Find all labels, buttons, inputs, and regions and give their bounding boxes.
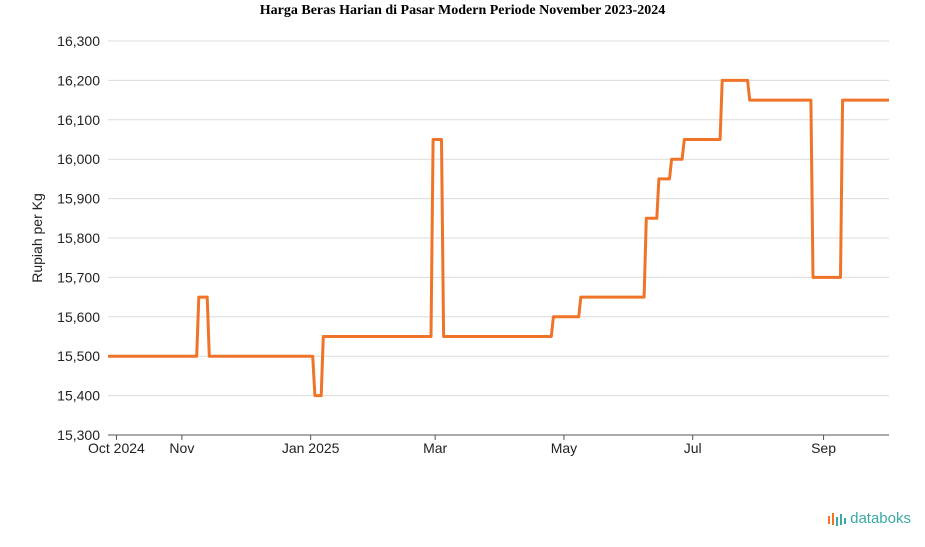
y-tick-label: 15,800 <box>57 230 100 246</box>
y-tick-label: 15,300 <box>57 427 100 443</box>
series-line <box>108 78 889 398</box>
bar-pulse-icon <box>828 512 847 526</box>
x-tick-label: Nov <box>169 440 194 456</box>
x-tick-label: Jul <box>684 440 702 456</box>
brand-logo: databoks <box>827 510 911 527</box>
y-tick-label: 15,400 <box>57 388 100 404</box>
y-tick-label: 16,300 <box>57 33 100 49</box>
y-tick-label: 15,900 <box>57 191 100 207</box>
chart-title: Harga Beras Harian di Pasar Modern Perio… <box>259 3 666 18</box>
y-tick-label: 16,000 <box>57 151 100 167</box>
x-tick-label: Mar <box>423 440 447 456</box>
y-tick-label: 15,500 <box>57 348 100 364</box>
x-tick-label: May <box>551 440 577 456</box>
y-axis-label: Rupiah per Kg <box>29 193 45 283</box>
series-layer <box>108 78 889 398</box>
y-tick-label: 16,200 <box>57 72 100 88</box>
y-tick-label: 15,600 <box>57 309 100 325</box>
y-tick-label: 15,700 <box>57 269 100 285</box>
y-axis-ticks: 15,300 15,400 15,500 15,600 15,700 15,800 15,9… <box>57 33 100 443</box>
x-axis-ticks: Oct 2024 Nov Jan 2025 Mar May Jul Sep <box>88 435 836 456</box>
brand-name: databoks <box>850 510 911 527</box>
x-tick-label: Sep <box>811 440 836 456</box>
gridlines <box>108 40 889 397</box>
x-tick-label: Jan 2025 <box>282 440 340 456</box>
y-tick-label: 16,100 <box>57 112 100 128</box>
x-tick-label: Oct 2024 <box>88 440 145 456</box>
